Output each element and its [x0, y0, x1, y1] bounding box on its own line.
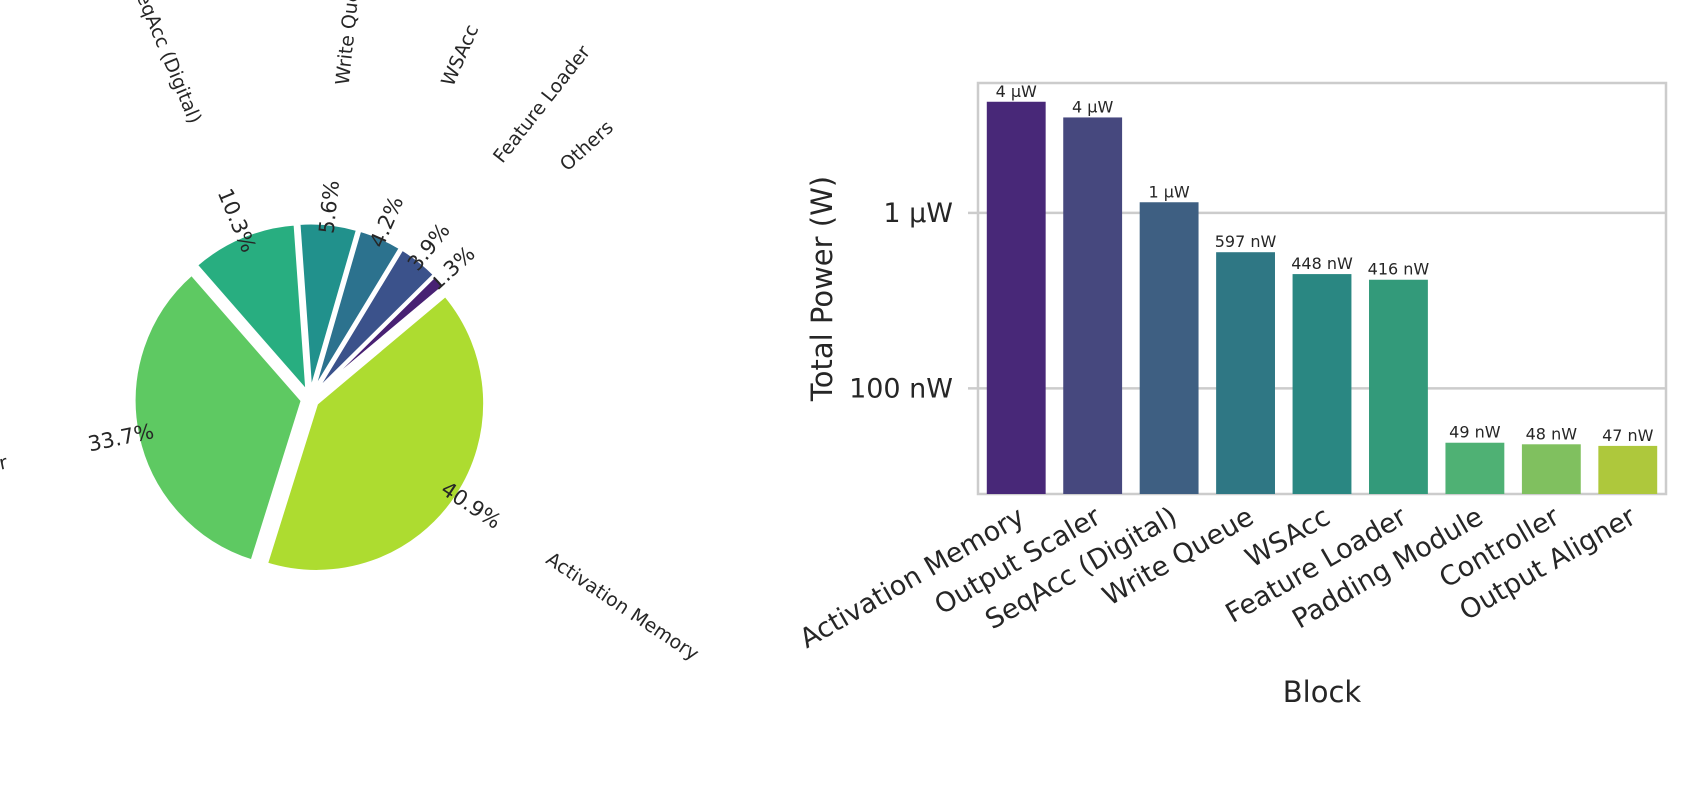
bar	[1139, 202, 1199, 494]
bar-chart: 4 µW 4 µW 1 µW 597 nW 448 nW 416 nW 49 nW 48 nW…	[795, 81, 1668, 709]
y-tick-label: 1 µW	[883, 198, 953, 229]
pie-slice-label: Write Queue	[332, 0, 366, 86]
bar	[1369, 279, 1428, 494]
bar-value-label: 4 µW	[1072, 97, 1113, 116]
pie-slice-label: WSAcc	[437, 21, 483, 89]
pie-percent-label: 5.6%	[315, 179, 344, 235]
bar	[1063, 117, 1123, 494]
pie-percent-label: 10.3%	[213, 185, 261, 256]
bar-value-label: 1 µW	[1148, 182, 1189, 201]
bar-value-label: 47 nW	[1602, 426, 1654, 445]
bar	[986, 101, 1046, 495]
pie-slice	[297, 221, 360, 392]
bar	[1521, 444, 1581, 494]
bar	[1216, 252, 1275, 494]
pie-slice	[132, 272, 304, 563]
bar-value-label: 4 µW	[996, 82, 1037, 101]
pie-slice	[311, 228, 403, 393]
pie-slice	[264, 293, 487, 573]
y-tick-label: 100 nW	[849, 373, 953, 404]
bar-value-label: 448 nW	[1291, 254, 1353, 273]
bar	[1292, 274, 1352, 494]
pie-slice-label: Output Scaler	[0, 451, 9, 500]
pie-slice-label: SeqAcc (Digital)	[127, 0, 206, 127]
pie-slice	[313, 247, 437, 394]
x-axis-title: Block	[1283, 675, 1362, 709]
pie-percent-label: 4.2%	[365, 193, 408, 252]
bar-series: 4 µW 4 µW 1 µW 597 nW 448 nW 416 nW 49 nW 48 nW…	[986, 82, 1658, 495]
bar-value-label: 49 nW	[1449, 423, 1501, 442]
pie-slice-label: Others	[556, 116, 618, 175]
y-axis-title: Total Power (W)	[805, 176, 839, 402]
pie-slice-label: Activation Memory	[542, 548, 703, 665]
bar-value-label: 416 nW	[1368, 260, 1430, 279]
bar-value-label: 48 nW	[1526, 424, 1578, 443]
bar-value-label: 597 nW	[1215, 232, 1277, 251]
bar	[1598, 445, 1658, 494]
bar	[1445, 442, 1505, 494]
pie-slice	[194, 222, 309, 396]
